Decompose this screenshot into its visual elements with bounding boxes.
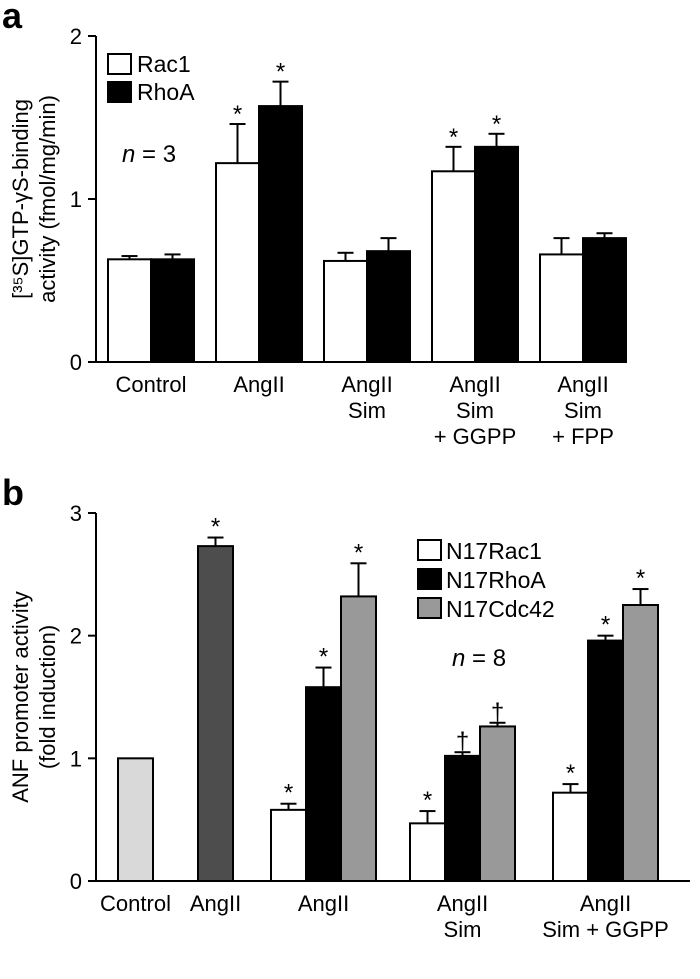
bar-rhoa [258,105,303,363]
x-category-label: AngII [449,372,500,397]
panel-b: b 0 1 2 3 ANF promoter activity(fold inductio… [2,472,690,942]
x-category-label: Control [100,891,171,916]
panel-a-y-axis-title: [³⁵S]GTP-γS-bindingactivity (fmol/mg/min… [8,95,60,303]
dagger-mark: † [456,728,469,755]
bar-n17rhoa [305,686,342,882]
bar-rac1 [539,253,584,363]
x-category-label: Sim [348,398,386,423]
bar-rac1 [431,170,476,363]
bar-rac1 [215,162,260,363]
legend-label-n17rhoa: N17RhoA [446,567,546,593]
x-category-label: AngII [298,891,349,916]
x-category-label: Sim [444,917,482,942]
legend-label-rhoa: RhoA [137,79,195,105]
bar-angii [197,545,234,882]
significance-mark: * [354,539,363,566]
bar-n17rhoa [587,639,624,882]
significance-mark: * [276,59,285,86]
x-category-label: AngII [437,891,488,916]
bar-rac1 [323,259,368,363]
significance-mark: * [492,111,501,138]
x-category-label: AngII [233,372,284,397]
panel-a-y-tick-label: 2 [70,24,82,49]
sample-size-label: n = 3 [122,141,176,168]
bar-control [117,757,154,882]
bar-n17cdc42 [340,595,377,882]
panel-b-y-tick-label: 2 [70,624,82,649]
sample-size-label: n = 8 [452,645,506,672]
panel-a-y-tick-label: 0 [70,350,82,375]
significance-mark: * [233,101,242,128]
x-category-label: Sim [456,398,494,423]
legend-label-rac1: Rac1 [137,51,191,77]
significance-mark: * [566,760,575,787]
legend-swatch-rhoa [107,81,132,103]
panel-b-y-tick-label: 3 [70,501,82,526]
bar-n17rhoa [444,754,481,883]
panel-a: a 0 1 2 [³⁵S]GTP-γS-bindingactivity (fmol/mg… [2,0,627,449]
legend-swatch-n17rac1 [417,539,442,561]
significance-mark: * [449,124,458,151]
bar-rhoa [366,250,411,363]
x-category-label: + GGPP [434,424,517,449]
bar-rhoa [150,258,195,363]
x-category-label: Sim + GGPP [542,917,669,942]
panel-letter-b: b [2,472,24,513]
legend-swatch-n17rhoa [417,568,442,590]
x-category-label: + FPP [552,424,614,449]
panel-b-y-axis-title: ANF promoter activity(fold induction) [8,591,60,803]
panel-letter-a: a [2,0,23,36]
bar-n17rac1 [409,822,446,883]
significance-mark: * [319,644,328,671]
panel-b-y-tick-label: 0 [70,869,82,894]
legend-swatch-n17cdc42 [417,597,442,619]
x-category-label: AngII [190,891,241,916]
x-category-label: AngII [341,372,392,397]
bar-n17cdc42 [479,725,516,882]
significance-mark: * [601,612,610,639]
significance-mark: * [284,780,293,807]
bar-n17rac1 [270,808,307,882]
bar-rhoa [582,237,627,363]
bar-n17rac1 [552,791,589,882]
bar-n17cdc42 [622,604,659,882]
bar-rhoa [474,145,519,363]
bar-rac1 [107,258,152,363]
x-category-label: Control [116,372,187,397]
significance-mark: * [636,565,645,592]
panel-a-y-tick-label: 1 [70,187,82,212]
dagger-mark: † [491,699,504,726]
x-category-label: AngII [580,891,631,916]
panel-b-y-tick-label: 1 [70,746,82,771]
x-category-label: Sim [564,398,602,423]
x-category-label: AngII [557,372,608,397]
legend-label-n17cdc42: N17Cdc42 [446,596,555,622]
legend-swatch-rac1 [107,53,132,75]
significance-mark: * [423,787,432,814]
legend-label-n17rac1: N17Rac1 [446,538,542,564]
significance-mark: * [211,514,220,541]
